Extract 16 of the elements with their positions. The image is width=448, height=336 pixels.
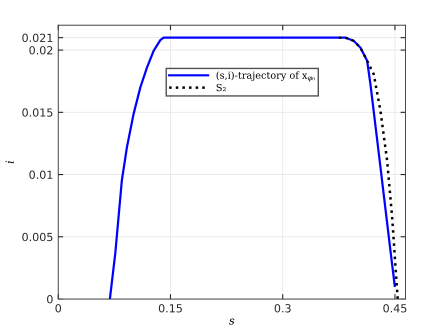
y-tick-label: 0.015 xyxy=(22,108,52,117)
legend-label: S₂ xyxy=(216,84,226,92)
y-tick-label: 0 xyxy=(47,295,53,304)
y-tick-label: 0.021 xyxy=(22,34,52,42)
y-tick-label: 0.01 xyxy=(29,170,52,179)
x-tick-label: 0.3 xyxy=(274,304,291,312)
x-tick-label: 0.15 xyxy=(158,304,182,312)
y-axis-title: i xyxy=(6,160,14,164)
x-axis-title: s xyxy=(229,318,234,325)
y-tick-label: 0.02 xyxy=(29,46,52,54)
line-series xyxy=(108,36,396,300)
legend-label: (s,i)-trajectory of x$_{φ₀}$ xyxy=(216,71,315,82)
x-tick-label: 0.45 xyxy=(383,304,406,312)
x-tick-label: 0 xyxy=(55,304,62,312)
y-tick-label: 0.005 xyxy=(22,232,52,242)
line-series xyxy=(338,36,399,300)
